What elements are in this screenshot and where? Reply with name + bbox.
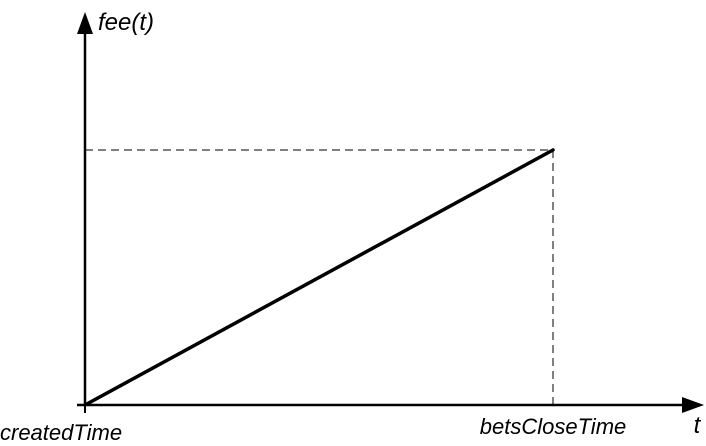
y-axis-arrow-icon bbox=[77, 12, 93, 34]
x-axis-label: t bbox=[694, 412, 702, 439]
fee-series-line bbox=[83, 148, 555, 407]
x-axis-arrow-icon bbox=[682, 397, 704, 413]
y-axis-label: fee(t) bbox=[98, 9, 154, 36]
x-tick-label-created: createdTime bbox=[0, 420, 122, 445]
x-tick-label-close: betsCloseTime bbox=[480, 414, 627, 439]
